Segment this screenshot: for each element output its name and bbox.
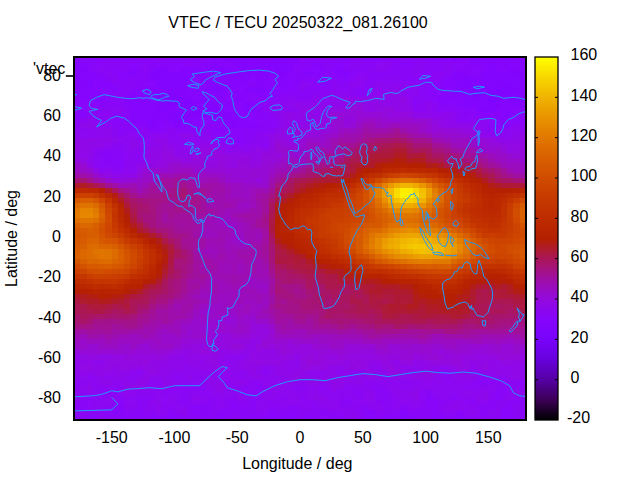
svg-text:20: 20 [43, 188, 61, 205]
svg-text:0: 0 [296, 429, 305, 446]
svg-text:50: 50 [354, 429, 372, 446]
svg-text:-40: -40 [38, 309, 61, 326]
svg-text:-80: -80 [38, 389, 61, 406]
svg-text:60: 60 [43, 107, 61, 124]
svg-text:-150: -150 [96, 429, 128, 446]
svg-text:-50: -50 [226, 429, 249, 446]
svg-text:-60: -60 [38, 349, 61, 366]
svg-text:40: 40 [571, 288, 589, 305]
svg-text:0: 0 [52, 228, 61, 245]
svg-text:'vtec: 'vtec [33, 60, 65, 77]
svg-text:-20: -20 [38, 268, 61, 285]
svg-text:150: 150 [475, 429, 502, 446]
svg-text:160: 160 [571, 46, 598, 63]
svg-text:100: 100 [571, 167, 598, 184]
svg-text:-20: -20 [567, 409, 590, 426]
svg-text:140: 140 [571, 87, 598, 104]
svg-text:VTEC / TECU 20250322_081.26100: VTEC / TECU 20250322_081.26100 [168, 14, 428, 32]
svg-text:20: 20 [571, 329, 589, 346]
svg-text:80: 80 [571, 208, 589, 225]
svg-text:100: 100 [412, 429, 439, 446]
svg-text:120: 120 [571, 127, 598, 144]
svg-text:-100: -100 [158, 429, 190, 446]
svg-text:60: 60 [571, 248, 589, 265]
svg-text:Longitude / deg: Longitude / deg [242, 455, 352, 472]
svg-text:0: 0 [571, 369, 580, 386]
svg-text:Latitude / deg: Latitude / deg [3, 190, 20, 287]
svg-text:40: 40 [43, 147, 61, 164]
